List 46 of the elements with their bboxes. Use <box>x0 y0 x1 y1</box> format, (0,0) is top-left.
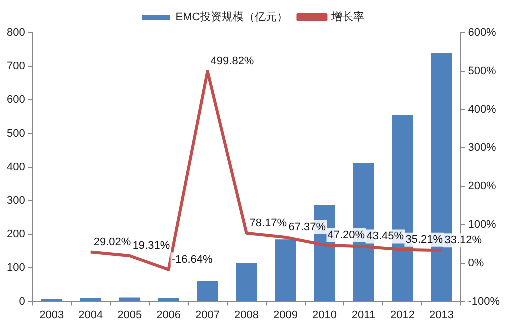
y2-tick-label: 200% <box>468 180 497 193</box>
x-tick-label: 2005 <box>118 309 142 322</box>
y-tick-label: 200 <box>6 228 26 241</box>
data-label: 499.82% <box>210 56 254 68</box>
y-tick-label: 0 <box>19 296 26 308</box>
y2-tick-label: 0% <box>468 257 484 270</box>
x-tick-label: 2004 <box>78 309 104 322</box>
bar <box>197 280 219 302</box>
data-label: -16.64% <box>172 254 213 266</box>
bar <box>80 298 102 302</box>
data-label: 43.45% <box>366 230 404 243</box>
x-tick-label: 2006 <box>156 309 182 322</box>
x-tick-label: 2003 <box>40 309 64 322</box>
x-tick-label: 2013 <box>429 309 454 322</box>
data-label: 35.21% <box>406 234 444 246</box>
bar <box>119 298 141 302</box>
y-tick-label: 700 <box>6 60 26 73</box>
data-label: 19.31% <box>132 240 170 252</box>
y-tick-label: 600 <box>6 94 26 106</box>
y-tick-label: 500 <box>6 128 26 140</box>
y2-tick-label: 300% <box>468 142 497 154</box>
y2-tick-label: -100% <box>468 296 500 308</box>
x-tick-label: 2008 <box>234 309 260 322</box>
bar <box>236 263 258 302</box>
y-tick-label: 800 <box>6 27 26 40</box>
data-label: 78.17% <box>250 217 288 230</box>
x-tick-label: 2009 <box>274 309 298 322</box>
x-tick-label: 2010 <box>312 309 337 322</box>
bar <box>158 298 180 302</box>
data-label: 47.20% <box>328 229 366 242</box>
y2-tick-label: 100% <box>468 219 497 232</box>
y2-tick-label: 600% <box>468 27 497 40</box>
data-label: 33.12% <box>444 234 482 247</box>
x-tick-label: 2011 <box>352 309 376 322</box>
legend-label: 增长率 <box>330 10 365 24</box>
y2-tick-label: 400% <box>468 104 497 116</box>
data-label: 29.02% <box>94 236 132 248</box>
y-tick-label: 100 <box>6 262 26 274</box>
y2-tick-label: 500% <box>468 65 497 78</box>
x-tick-label: 2007 <box>196 309 220 322</box>
legend-label: EMC投资规模（亿元） <box>176 12 288 24</box>
x-tick-label: 2012 <box>390 309 415 322</box>
data-label: 67.37% <box>288 222 326 234</box>
y-tick-label: 300 <box>6 195 26 208</box>
bar <box>275 240 296 302</box>
y-tick-label: 400 <box>6 161 26 174</box>
